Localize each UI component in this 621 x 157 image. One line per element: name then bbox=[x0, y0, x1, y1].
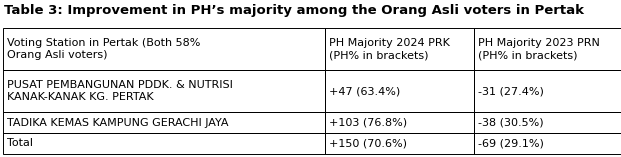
Text: Voting Station in Pertak (Both 58%
Orang Asli voters): Voting Station in Pertak (Both 58% Orang… bbox=[7, 38, 201, 60]
Bar bbox=[474, 133, 621, 154]
Bar bbox=[325, 28, 474, 70]
Bar bbox=[474, 70, 621, 112]
Text: PH Majority 2024 PRK
(PH% in brackets): PH Majority 2024 PRK (PH% in brackets) bbox=[329, 38, 450, 60]
Bar bbox=[325, 133, 474, 154]
Text: -38 (30.5%): -38 (30.5%) bbox=[478, 117, 543, 127]
Bar bbox=[3, 133, 325, 154]
Text: +47 (63.4%): +47 (63.4%) bbox=[329, 86, 401, 96]
Text: +103 (76.8%): +103 (76.8%) bbox=[329, 117, 407, 127]
Bar bbox=[474, 28, 621, 70]
Text: Table 3: Improvement in PH’s majority among the Orang Asli voters in Pertak: Table 3: Improvement in PH’s majority am… bbox=[4, 4, 584, 17]
Text: TADIKA KEMAS KAMPUNG GERACHI JAYA: TADIKA KEMAS KAMPUNG GERACHI JAYA bbox=[7, 117, 229, 127]
Bar bbox=[474, 112, 621, 133]
Bar bbox=[3, 70, 325, 112]
Text: -31 (27.4%): -31 (27.4%) bbox=[478, 86, 544, 96]
Bar bbox=[325, 112, 474, 133]
Bar bbox=[3, 28, 325, 70]
Bar bbox=[325, 70, 474, 112]
Text: PH Majority 2023 PRN
(PH% in brackets): PH Majority 2023 PRN (PH% in brackets) bbox=[478, 38, 600, 60]
Bar bbox=[3, 112, 325, 133]
Text: Total: Total bbox=[7, 138, 33, 149]
Text: -69 (29.1%): -69 (29.1%) bbox=[478, 138, 544, 149]
Text: PUSAT PEMBANGUNAN PDDK. & NUTRISI
KANAK-KANAK KG. PERTAK: PUSAT PEMBANGUNAN PDDK. & NUTRISI KANAK-… bbox=[7, 80, 233, 102]
Text: +150 (70.6%): +150 (70.6%) bbox=[329, 138, 407, 149]
